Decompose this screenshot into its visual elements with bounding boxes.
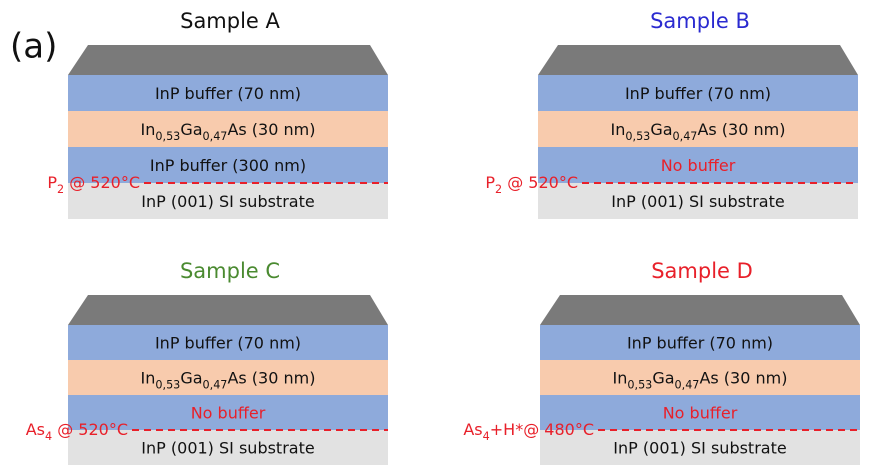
- text-segment: Ga: [180, 368, 202, 387]
- text-segment: As (30 nm): [697, 120, 785, 139]
- text-segment: No buffer: [191, 403, 266, 422]
- text-segment: +H*@ 480°C: [490, 420, 594, 439]
- subscript: 0,53: [155, 130, 180, 143]
- layer-label: InP buffer (70 nm): [627, 333, 773, 352]
- text-segment: InP (001) SI substrate: [141, 438, 314, 457]
- text-segment: @ 520°C: [52, 420, 128, 439]
- text-segment: InP buffer (70 nm): [155, 333, 301, 352]
- text-segment: InP (001) SI substrate: [613, 438, 786, 457]
- subscript: 0,47: [673, 130, 698, 143]
- subscript: 4: [45, 430, 52, 443]
- subscript: 2: [495, 183, 502, 196]
- text-segment: As (30 nm): [227, 368, 315, 387]
- layer-label: No buffer: [663, 403, 738, 422]
- text-segment: As: [463, 420, 482, 439]
- text-segment: InP (001) SI substrate: [611, 192, 784, 211]
- layer-label: No buffer: [191, 403, 266, 422]
- text-segment: In: [141, 120, 156, 139]
- layer-label: InP buffer (70 nm): [155, 84, 301, 103]
- text-segment: As (30 nm): [227, 120, 315, 139]
- text-segment: In: [613, 368, 628, 387]
- text-segment: Ga: [650, 120, 672, 139]
- subscript: 0,53: [625, 130, 650, 143]
- text-segment: InP buffer (300 nm): [150, 156, 306, 175]
- layer-label: InP buffer (70 nm): [625, 84, 771, 103]
- subscript: 0,47: [203, 130, 228, 143]
- subscript: 0,47: [675, 378, 700, 391]
- top-face: [538, 45, 858, 75]
- text-segment: No buffer: [661, 156, 736, 175]
- text-segment: InP (001) SI substrate: [141, 192, 314, 211]
- subscript: 0,53: [627, 378, 652, 391]
- text-segment: @ 520°C: [502, 173, 578, 192]
- text-segment: InP buffer (70 nm): [155, 84, 301, 103]
- sample-title: Sample C: [180, 259, 280, 283]
- text-segment: InP buffer (70 nm): [625, 84, 771, 103]
- text-segment: In: [141, 368, 156, 387]
- layer-label: InP (001) SI substrate: [141, 438, 314, 457]
- top-face: [68, 295, 388, 325]
- subscript: 2: [57, 183, 64, 196]
- text-segment: Ga: [180, 120, 202, 139]
- text-segment: P: [485, 173, 495, 192]
- layer-label: InP (001) SI substrate: [141, 192, 314, 211]
- subscript: 0,53: [155, 378, 180, 391]
- layer-label: InP buffer (300 nm): [150, 156, 306, 175]
- sample-title: Sample B: [650, 9, 750, 33]
- text-segment: In: [611, 120, 626, 139]
- layer-label: InP buffer (70 nm): [155, 333, 301, 352]
- subscript: 0,47: [203, 378, 228, 391]
- diagram: (a) Sample AInP buffer (70 nm)In0,53Ga0,…: [0, 0, 878, 466]
- figure-label: (a): [10, 27, 57, 67]
- sample-title: Sample A: [180, 9, 280, 33]
- top-face: [540, 295, 860, 325]
- text-segment: @ 520°C: [64, 173, 140, 192]
- layer-label: No buffer: [661, 156, 736, 175]
- layer-label: InP (001) SI substrate: [613, 438, 786, 457]
- text-segment: As (30 nm): [699, 368, 787, 387]
- layer-label: InP (001) SI substrate: [611, 192, 784, 211]
- page: (a) Sample AInP buffer (70 nm)In0,53Ga0,…: [0, 0, 878, 466]
- text-segment: InP buffer (70 nm): [627, 333, 773, 352]
- sample-title: Sample D: [651, 259, 753, 283]
- text-segment: As: [26, 420, 45, 439]
- subscript: 4: [483, 430, 490, 443]
- text-segment: Ga: [652, 368, 674, 387]
- text-segment: P: [47, 173, 57, 192]
- top-face: [68, 45, 388, 75]
- text-segment: No buffer: [663, 403, 738, 422]
